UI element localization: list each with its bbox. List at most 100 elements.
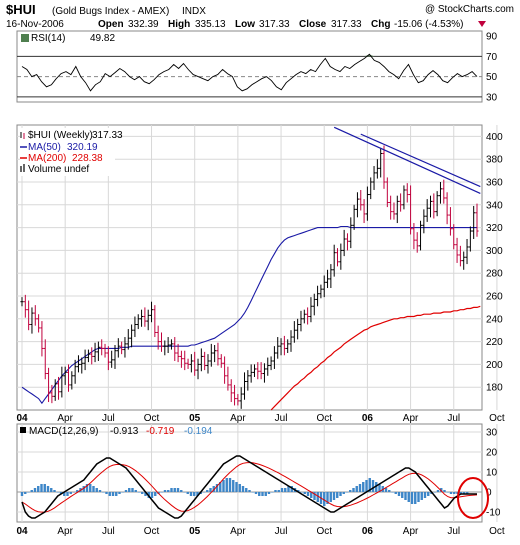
price-x-tick-label: Oct: [316, 413, 332, 424]
histogram-bar: [167, 490, 170, 492]
price-bar: [179, 350, 184, 368]
price-bar: [402, 185, 406, 210]
price-bar: [359, 189, 363, 211]
price-legend: $HUI (Weekly) 317.33 MA(50) 320.19 MA(20…: [20, 128, 123, 176]
histogram-bar: [352, 488, 355, 492]
price-bar: [103, 343, 107, 358]
histogram-bar: [306, 492, 310, 496]
price-bar: [322, 275, 326, 298]
price-bar: [209, 343, 213, 367]
price-bar: [428, 195, 433, 218]
price-bar: [146, 309, 150, 331]
price-bar: [222, 356, 227, 384]
histogram-bar: [271, 492, 274, 493]
rsi-panel: 30 50 70 90 RSI(14) 49.82: [16, 30, 498, 103]
histogram-bar: [20, 492, 24, 496]
macd-x-tick-label: Jul: [275, 526, 288, 537]
price-bar: [113, 345, 117, 369]
price-x-axis: 04 Apr Jul Oct 05 Apr Jul Oct 06 Apr Jul Oct: [16, 413, 504, 424]
price-bar: [452, 224, 456, 250]
histogram-bar: [323, 492, 326, 506]
histogram-bar: [401, 492, 404, 498]
price-bar: [246, 370, 250, 391]
price-bar: [60, 366, 64, 398]
histogram-bar: [141, 492, 144, 494]
histogram-bar: [459, 492, 462, 494]
price-bar: [472, 205, 476, 239]
price-bar: [389, 195, 393, 220]
histogram-bar: [280, 488, 284, 492]
histogram-bar: [128, 488, 131, 492]
price-bar: [458, 245, 462, 267]
macd-tick-label: 20: [486, 448, 498, 459]
rsi-tick-label: 30: [486, 92, 498, 103]
price-bar: [216, 342, 220, 366]
price-bar: [159, 332, 164, 352]
price-bar: [312, 293, 316, 316]
price-bar: [392, 202, 396, 220]
histogram-bar: [33, 488, 37, 492]
histogram-bar: [154, 492, 157, 496]
price-x-tick-label: 04: [16, 413, 28, 424]
histogram-bar: [111, 492, 115, 496]
histogram-bar: [462, 492, 466, 494]
macd-tick-label: 30: [486, 428, 498, 439]
histogram-bar: [336, 492, 339, 498]
histogram-bar: [46, 486, 50, 492]
histogram-bar: [355, 486, 358, 492]
price-bar: [465, 239, 469, 265]
price-bar: [432, 193, 436, 219]
price-bar: [53, 379, 57, 401]
price-bar: [422, 209, 426, 234]
price-bar: [73, 359, 77, 384]
price-x-tick-label: 06: [362, 413, 374, 424]
price-bar: [90, 347, 94, 365]
histogram-bar: [183, 492, 186, 493]
price-bar: [86, 349, 91, 363]
price-bar: [415, 232, 419, 253]
histogram-bar: [284, 488, 287, 492]
ma200-line: [270, 305, 481, 411]
histogram-bar: [37, 486, 40, 492]
price-tick-label: 280: [486, 269, 503, 280]
histogram-bar: [186, 492, 189, 494]
histogram-bar: [209, 488, 212, 492]
high-label: High: [168, 19, 190, 30]
low-label: Low: [235, 19, 255, 30]
price-x-tick-label: Jul: [275, 413, 288, 424]
price-bar: [189, 354, 193, 373]
histogram-bar: [235, 482, 238, 492]
price-x-tick-label: Oct: [489, 413, 505, 424]
price-legend-label: $HUI (Weekly): [28, 130, 93, 141]
price-bar: [405, 183, 409, 203]
price-bar: [309, 297, 313, 323]
macd-x-tick-label: Apr: [57, 526, 73, 537]
histogram-bar: [212, 486, 215, 492]
price-bar: [279, 338, 283, 356]
price-tick-label: 300: [486, 246, 503, 257]
price-bar: [196, 358, 200, 380]
histogram-bar: [163, 490, 167, 492]
rsi-grid: [17, 55, 482, 98]
price-bar: [76, 355, 81, 373]
histogram-bar: [121, 492, 124, 493]
macd-x-tick-label: 05: [189, 526, 201, 537]
price-bar: [379, 147, 383, 178]
volume-legend-icon-2: [23, 164, 25, 172]
histogram-bar: [56, 492, 59, 493]
price-bar: [213, 345, 217, 363]
macd-x-axis: 04 Apr Jul Oct 05 Apr Jul Oct 06 Apr Jul Oct: [16, 526, 504, 537]
price-tick-label: 320: [486, 223, 503, 234]
ma50-legend-value: 320.19: [67, 142, 98, 153]
price-bar: [325, 269, 330, 289]
ma200-polyline: [270, 305, 481, 411]
histogram-bar: [303, 492, 306, 494]
price-bar: [203, 351, 207, 371]
price-bar: [475, 203, 479, 237]
histogram-bar: [137, 492, 141, 493]
highlight-circle: [457, 477, 489, 519]
histogram-bar: [326, 492, 329, 504]
histogram-bar: [274, 490, 277, 492]
price-bar: [362, 199, 366, 224]
